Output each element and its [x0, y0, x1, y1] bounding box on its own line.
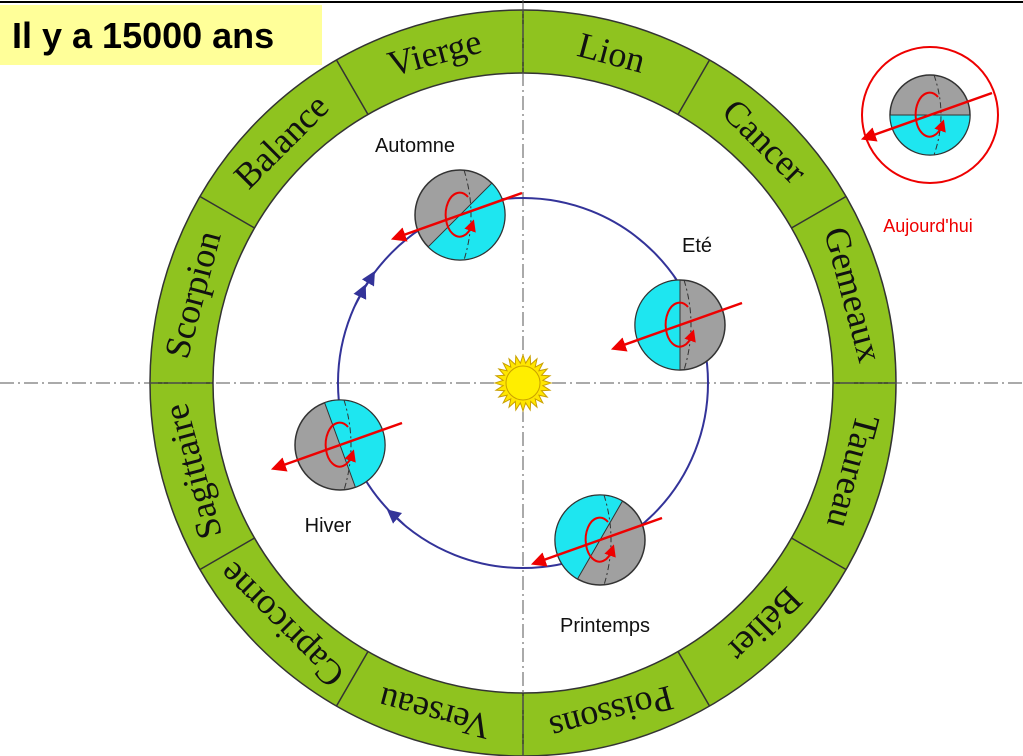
- earth-lit-half: [890, 115, 970, 155]
- today-label: Aujourd'hui: [883, 216, 973, 236]
- season-label: Printemps: [560, 615, 650, 637]
- season-label: Eté: [682, 235, 712, 257]
- season-label: Automne: [375, 135, 455, 157]
- diagram: LionCancerGemeauxTaureauBélierPoissonsVe…: [0, 0, 1023, 756]
- title: Il y a 15000 ans: [12, 15, 274, 56]
- season-label: Hiver: [305, 515, 352, 537]
- sun: [495, 355, 551, 411]
- earth: [868, 75, 992, 155]
